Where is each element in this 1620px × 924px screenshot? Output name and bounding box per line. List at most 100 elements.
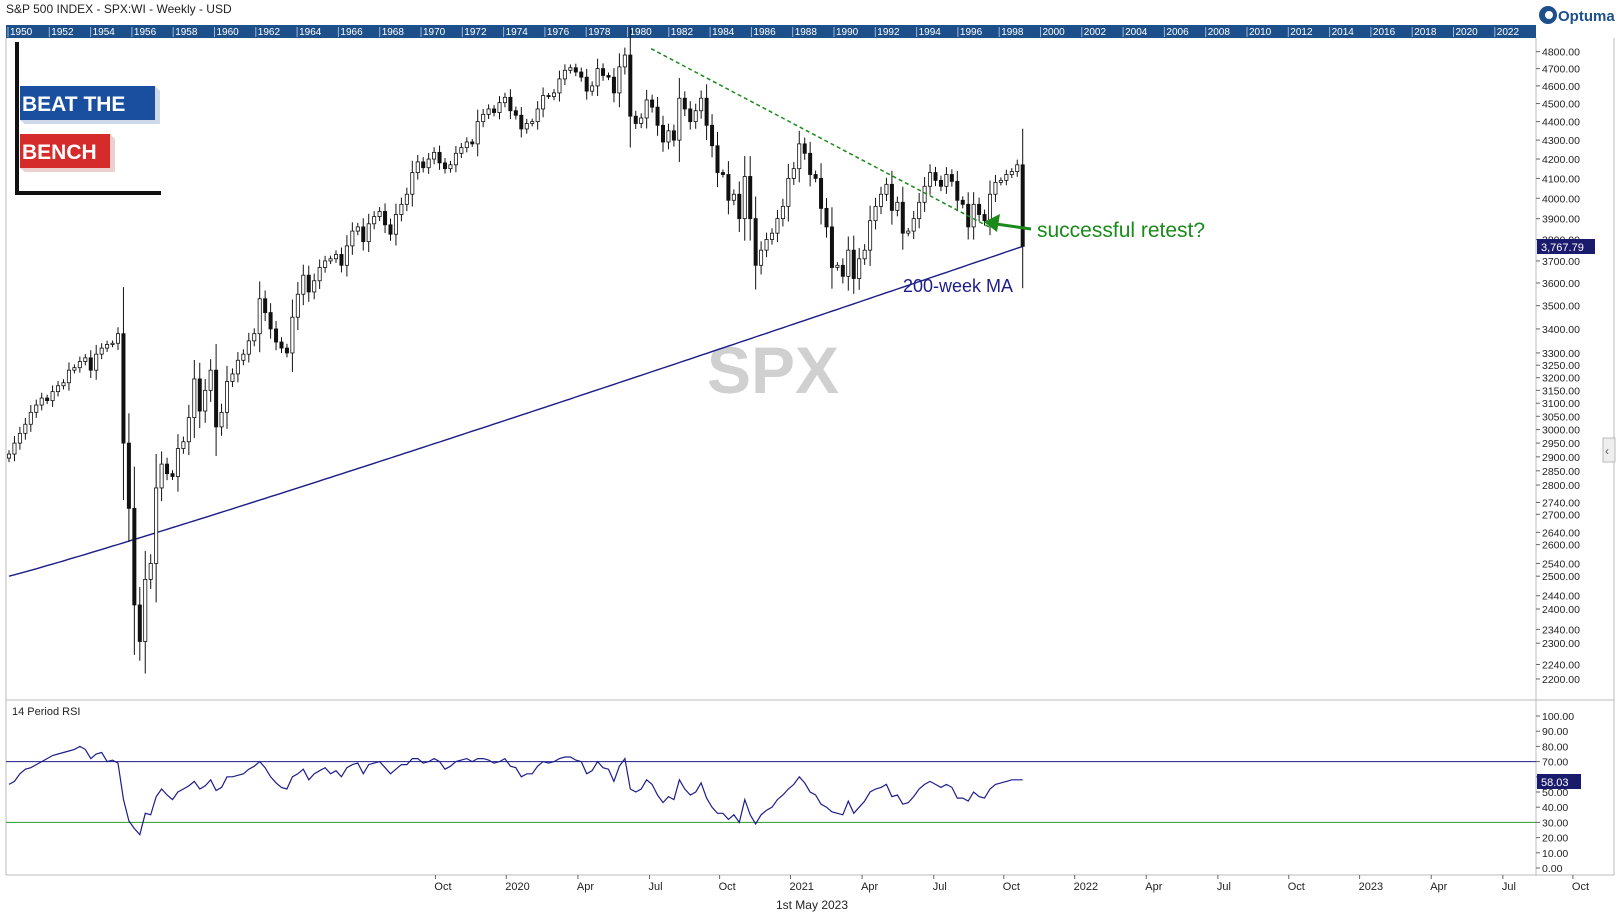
candle <box>753 218 758 266</box>
candle <box>61 382 66 387</box>
candle <box>661 124 666 143</box>
candle <box>284 347 289 354</box>
candle <box>361 226 366 243</box>
candle <box>481 113 486 123</box>
time-tick-label: Jul <box>1502 881 1516 893</box>
year-label: 1988 <box>795 27 818 38</box>
candle <box>579 71 584 78</box>
collapse-tab[interactable]: ‹ <box>1602 437 1616 463</box>
year-label: 1990 <box>836 27 859 38</box>
candle <box>813 174 818 179</box>
rsi-tick-label: 30.00 <box>1542 817 1568 829</box>
candle <box>1004 174 1009 181</box>
candle <box>938 179 943 187</box>
candle <box>268 312 273 330</box>
price-last-value: 3,767.79 <box>1541 242 1584 254</box>
candle <box>66 369 71 384</box>
rsi-tick-label: 20.00 <box>1542 833 1568 845</box>
year-label: 2008 <box>1208 27 1231 38</box>
optuma-brand: Optuma <box>1558 8 1615 25</box>
price-tick-label: 3900.00 <box>1542 214 1580 226</box>
time-tick-label: 2023 <box>1359 881 1383 893</box>
time-tick-label: Apr <box>861 881 878 893</box>
time-tick-label: Apr <box>577 881 594 893</box>
candle <box>459 147 464 154</box>
year-label: 1984 <box>712 27 735 38</box>
candle <box>720 172 725 175</box>
candle <box>655 106 660 126</box>
candle <box>317 267 322 282</box>
price-tick-label: 4100.00 <box>1542 173 1580 185</box>
logo-banner-blue <box>20 86 155 120</box>
chevron-left-icon[interactable]: ‹ <box>1605 444 1609 458</box>
candle <box>224 381 229 413</box>
candle <box>889 183 894 211</box>
candle <box>306 274 311 293</box>
time-tick-label: 2022 <box>1074 881 1098 893</box>
price-tick-label: 2340.00 <box>1542 624 1580 636</box>
candle <box>633 115 638 124</box>
candle <box>132 507 137 606</box>
time-tick-label: Oct <box>1003 881 1020 893</box>
rsi-tick-label: 50.00 <box>1542 787 1568 799</box>
candle <box>808 152 813 175</box>
year-label: 1974 <box>506 27 529 38</box>
price-tick-label: 2400.00 <box>1542 604 1580 616</box>
rsi-line <box>8 745 1023 836</box>
price-tick-label: 2950.00 <box>1542 438 1580 450</box>
candle <box>797 143 802 170</box>
year-label: 1952 <box>51 27 74 38</box>
candle <box>159 463 164 489</box>
logo-line1: BEAT THE <box>22 93 125 116</box>
ma-200-line <box>8 245 1023 577</box>
candle <box>110 342 115 345</box>
candle <box>274 328 279 343</box>
price-tick-label: 4300.00 <box>1542 135 1580 147</box>
trendline <box>650 47 990 228</box>
candle <box>83 357 88 362</box>
candle <box>181 441 186 449</box>
candle <box>410 172 415 195</box>
candle <box>214 369 219 428</box>
retest-arrow <box>995 222 1032 231</box>
price-tick-label: 2640.00 <box>1542 527 1580 539</box>
price-tick-label: 2800.00 <box>1542 480 1580 492</box>
candle <box>819 178 824 209</box>
year-label: 1960 <box>217 27 240 38</box>
collapse-tab-button[interactable] <box>1602 437 1616 463</box>
candle <box>644 99 649 119</box>
candle <box>900 201 905 234</box>
year-label: 2016 <box>1373 27 1396 38</box>
price-tick-label: 4500.00 <box>1542 99 1580 111</box>
candle <box>328 258 333 262</box>
candle <box>731 193 736 201</box>
candle <box>873 205 878 222</box>
rsi-levels <box>6 761 1536 823</box>
candle <box>693 110 698 123</box>
candle <box>993 181 998 195</box>
year-label: 2004 <box>1125 27 1148 38</box>
candle <box>949 174 954 182</box>
rsi-path <box>8 745 1023 836</box>
candle <box>590 85 595 92</box>
candle <box>241 353 246 361</box>
candle <box>203 389 208 412</box>
candle <box>399 203 404 215</box>
year-strip[interactable]: 1950 1952 1954 1956 1958 1960 1962 1964 1966 1968… <box>6 25 1536 38</box>
candle <box>933 172 938 181</box>
year-label: 1998 <box>1001 27 1024 38</box>
candle <box>148 563 153 580</box>
candle <box>50 391 55 402</box>
year-label: 1954 <box>93 27 116 38</box>
candle <box>748 176 753 220</box>
price-tick-label: 3150.00 <box>1542 385 1580 397</box>
rsi-tick-label: 40.00 <box>1542 802 1568 814</box>
price-tick-label: 3300.00 <box>1542 348 1580 360</box>
price-tick-label: 2300.00 <box>1542 638 1580 650</box>
candle <box>121 333 126 444</box>
candle <box>584 76 589 92</box>
candle <box>377 211 382 217</box>
year-label: 1980 <box>630 27 653 38</box>
price-tick-label: 4200.00 <box>1542 154 1580 166</box>
time-tick-label: 2020 <box>505 881 529 893</box>
